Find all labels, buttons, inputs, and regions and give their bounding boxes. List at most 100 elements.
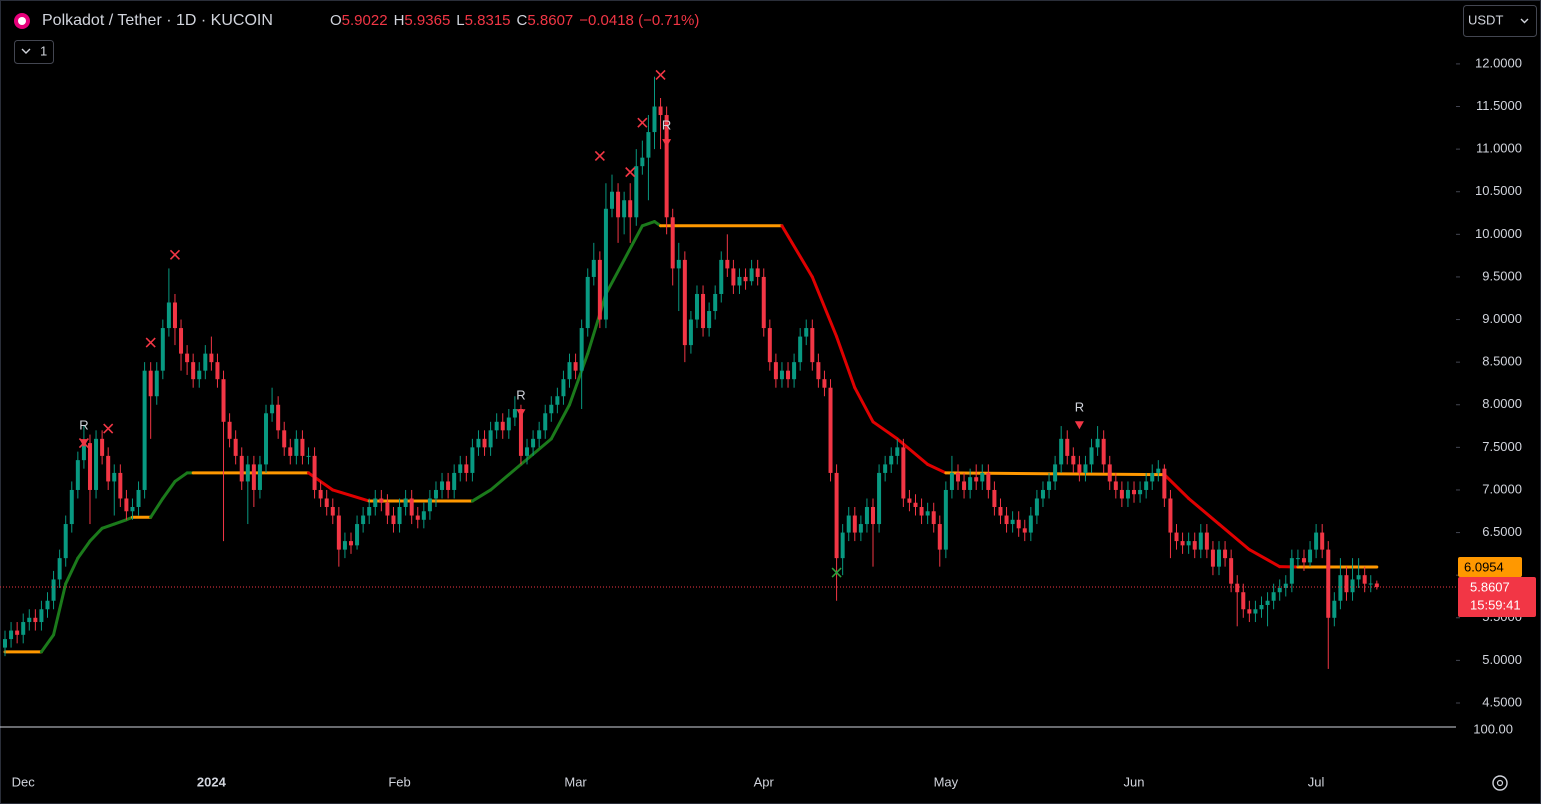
signal-cross (625, 167, 636, 178)
candle-body (464, 464, 469, 473)
candle-body (1022, 528, 1027, 533)
candle-body (731, 268, 736, 286)
candle-body (828, 387, 833, 473)
candle-body (1107, 464, 1112, 482)
candle-body (512, 409, 517, 418)
trend-segment (173, 471, 189, 483)
candle-body (1301, 558, 1306, 563)
candle-body (336, 515, 341, 550)
candle-body (1235, 583, 1240, 593)
candle-body (324, 498, 329, 508)
candle-body (737, 276, 742, 286)
candle-body (1344, 575, 1349, 593)
candle-body (822, 379, 827, 388)
candle-body (955, 472, 960, 482)
y-tick-label: 11.5000 (1476, 98, 1522, 113)
candle-body (537, 430, 542, 439)
candle-body (889, 455, 894, 465)
candle-body (1004, 515, 1009, 525)
candle-body (1259, 605, 1264, 610)
candle-body (871, 507, 876, 525)
candle-body (318, 489, 323, 499)
candle-body (494, 421, 499, 431)
candle-body (1010, 519, 1015, 525)
candle-body (901, 447, 906, 499)
candle-body (834, 472, 839, 559)
y-tick-label: 7.0000 (1482, 481, 1522, 496)
candle-body (962, 481, 967, 490)
x-tick-label: May (934, 774, 959, 789)
candle-body (719, 259, 724, 294)
candle-body (15, 630, 20, 635)
candle-body (980, 472, 985, 482)
settings-icon[interactable] (1492, 775, 1508, 791)
candle-body (1204, 532, 1209, 550)
candle-body (1295, 558, 1300, 560)
candle-body (713, 293, 718, 312)
candle-body (1374, 583, 1379, 588)
candle-body (385, 502, 390, 516)
candle-body (767, 328, 772, 363)
candle-body (943, 489, 948, 550)
y-tick-label: 7.5000 (1482, 439, 1522, 454)
candle-body (1253, 609, 1258, 614)
chart-title: Polkadot / Tether · 1D · KUCOIN (42, 12, 273, 29)
legend-value: 5.8607 (527, 12, 573, 29)
trend-segment (853, 386, 875, 424)
candle-body (543, 413, 548, 431)
candle-body (312, 455, 317, 490)
trend-segment (895, 437, 930, 466)
trend-segment (1187, 496, 1221, 526)
candle-body (707, 311, 712, 329)
candle-body (949, 472, 954, 490)
y-tick-label: 10.0000 (1475, 226, 1522, 241)
trend-segment (1247, 548, 1282, 569)
candle-body (294, 438, 299, 456)
candle-body (1053, 464, 1058, 482)
candle-body (792, 362, 797, 380)
candle-body (622, 200, 627, 218)
last-price-box (1458, 577, 1536, 618)
legend-change: −0.0418 (−0.71%) (579, 12, 699, 29)
candle-body (937, 524, 942, 550)
candle-body (1356, 575, 1361, 580)
legend-value: 5.9365 (404, 12, 450, 29)
candle-body (883, 464, 888, 473)
candle-body (69, 489, 74, 525)
y-tick-label: 10.5000 (1475, 183, 1522, 198)
trend-segment (149, 496, 165, 519)
candle-body (652, 106, 657, 133)
y-tick-label: 5.0000 (1482, 652, 1522, 667)
candle-body (172, 302, 177, 329)
candle-body (33, 617, 38, 623)
signal-cross (145, 337, 156, 348)
candle-body (239, 455, 244, 482)
y-tick-label: 9.0000 (1482, 311, 1522, 326)
y-tick-label: 6.5000 (1482, 524, 1522, 539)
candle-body (9, 630, 14, 640)
candle-body (628, 200, 633, 218)
signal-label: R (662, 118, 671, 133)
pane-toggle[interactable]: 1 (14, 40, 54, 64)
candle-body (1314, 532, 1319, 550)
candle-body (470, 447, 475, 473)
candle-body (251, 464, 256, 490)
candle-body (591, 259, 596, 277)
candle-body (913, 502, 918, 508)
trend-segment (519, 437, 553, 466)
signal-cross (655, 69, 666, 81)
candle-body (39, 609, 44, 623)
candle-body (1077, 464, 1082, 473)
candle-body (1034, 498, 1039, 516)
candle-body (1210, 549, 1215, 567)
candle-body (1040, 489, 1045, 499)
candle-body (136, 489, 141, 508)
trend-segment (1217, 522, 1251, 552)
candle-body (1071, 455, 1076, 465)
trend-segment (926, 462, 948, 475)
candle-body (1089, 447, 1094, 465)
currency-button[interactable]: USDT (1463, 5, 1537, 37)
candle-body (361, 515, 366, 525)
